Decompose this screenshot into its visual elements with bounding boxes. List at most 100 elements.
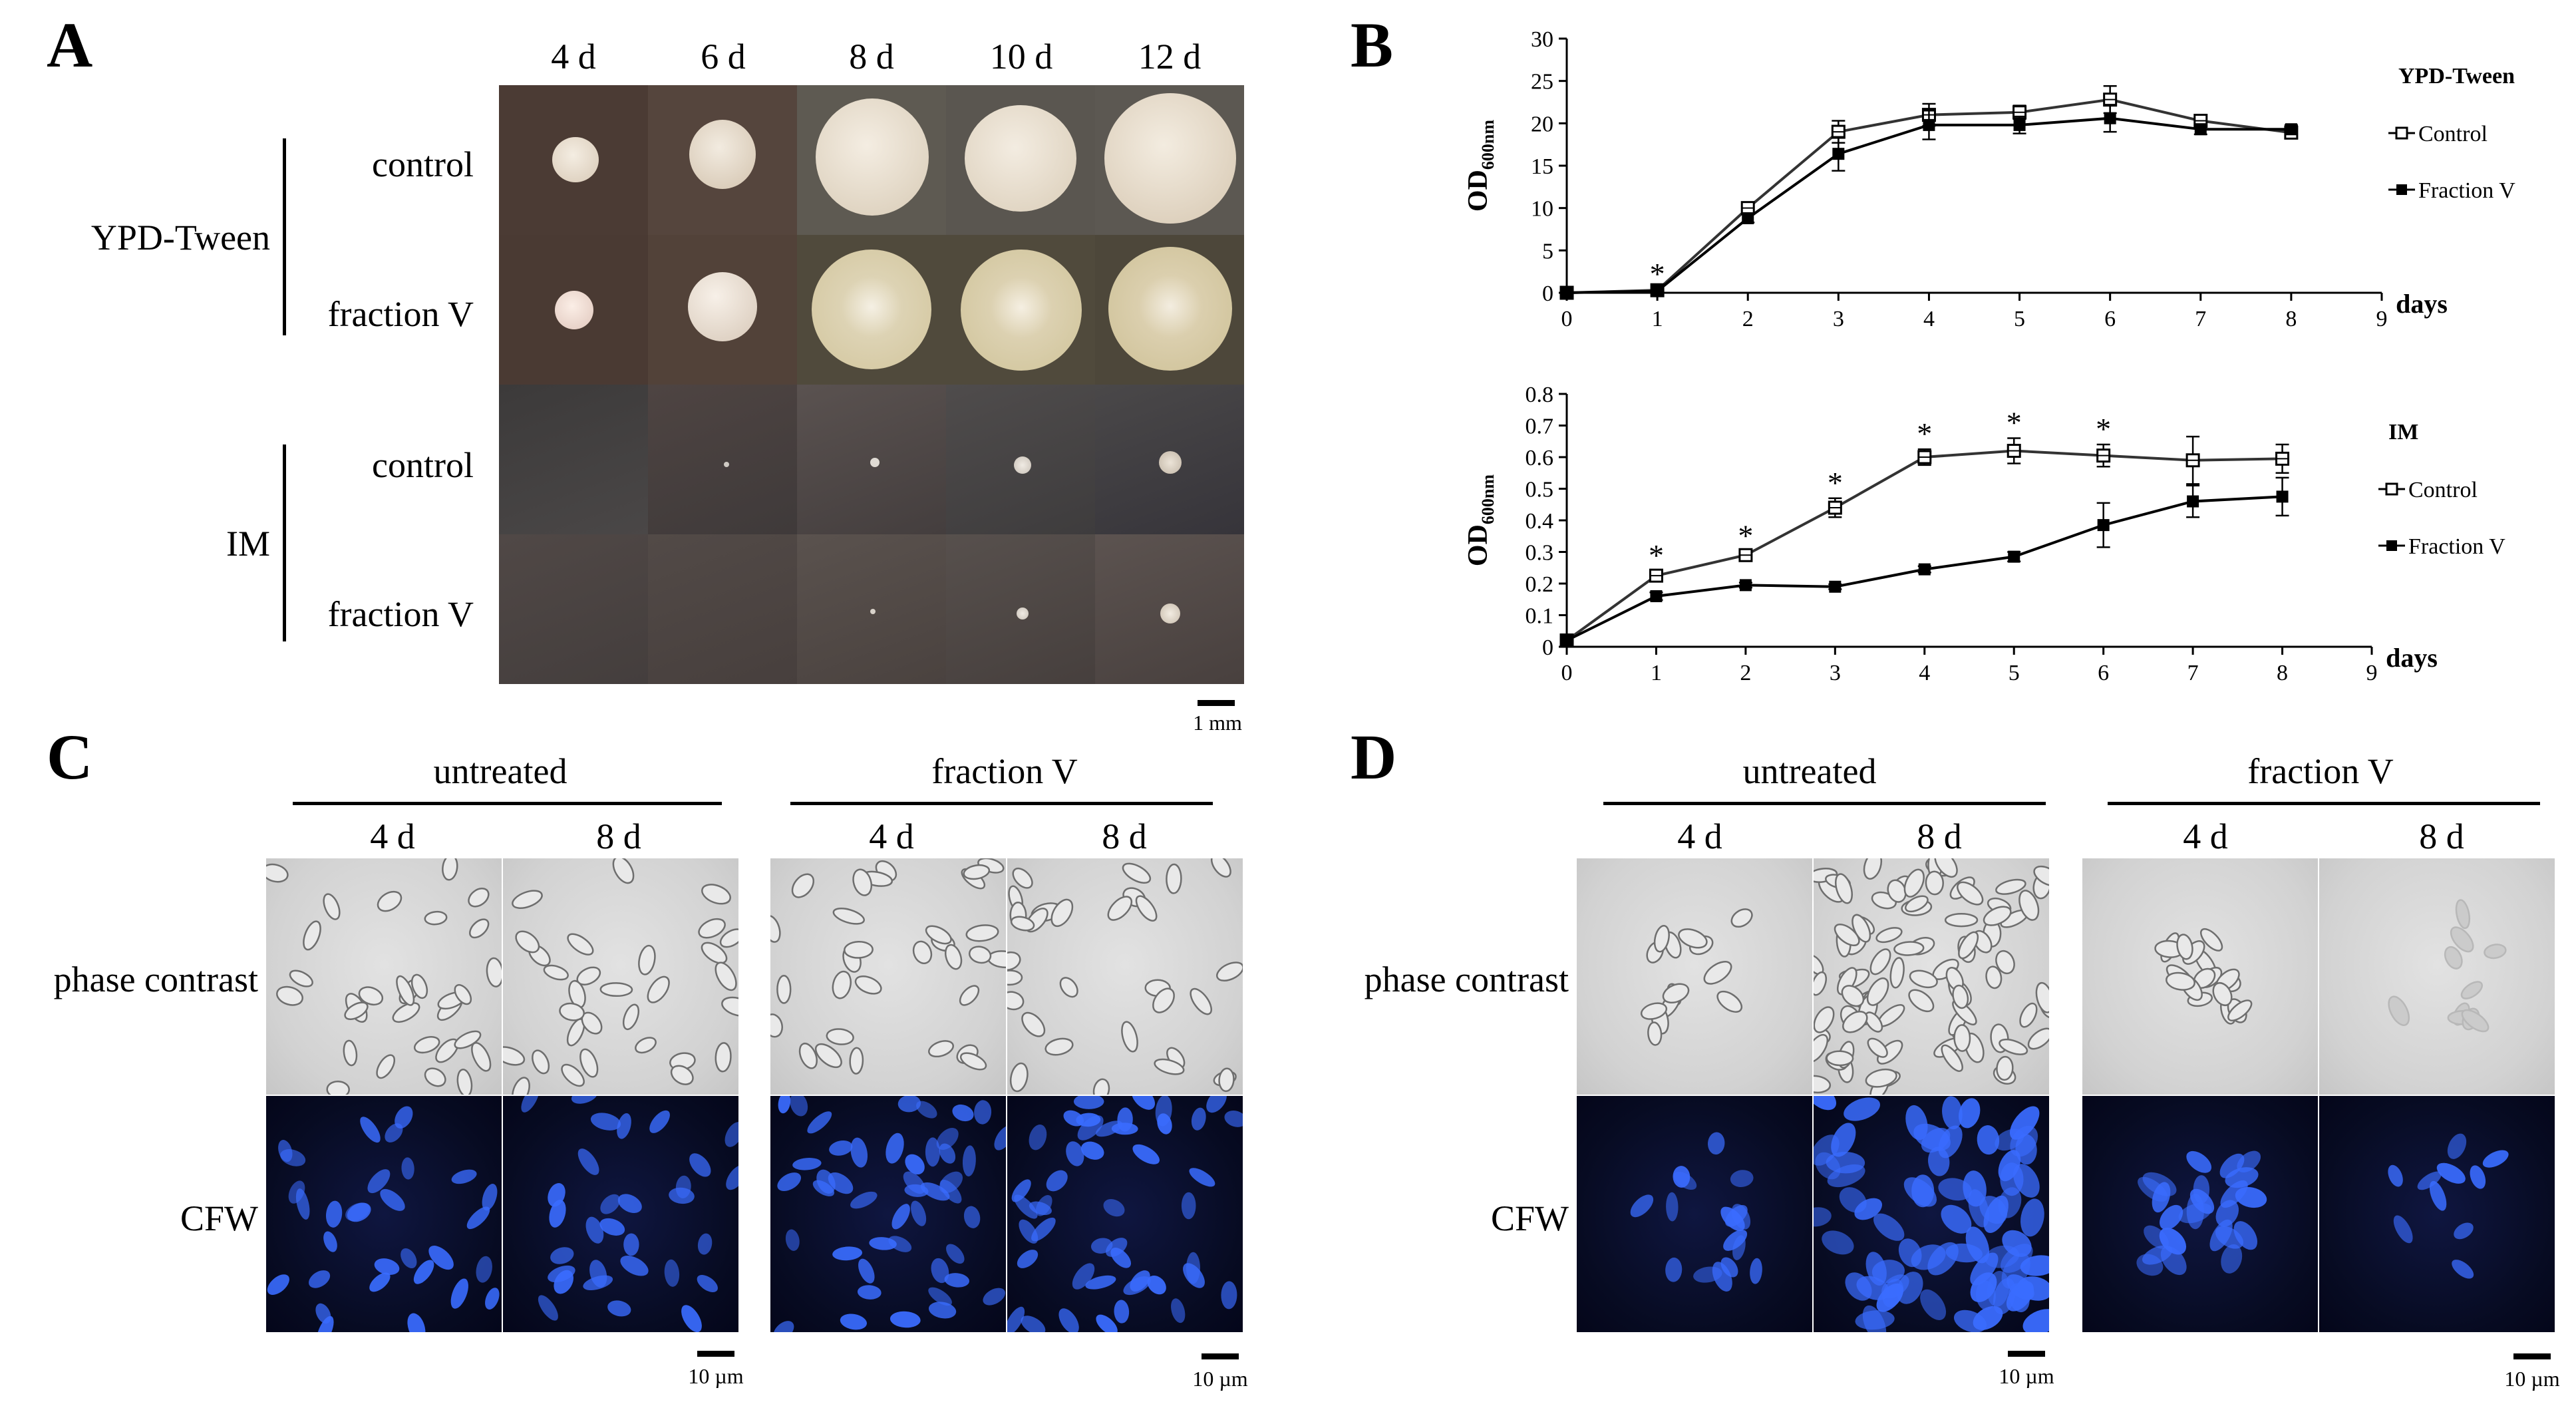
panel-a-col-label: 8 d <box>849 37 894 77</box>
cell-shape <box>886 1133 904 1164</box>
cell-shape <box>1841 985 1865 1007</box>
cell-shape <box>1121 1021 1138 1053</box>
cell-shape <box>1814 1096 1837 1111</box>
significance-marker: * <box>1738 519 1753 553</box>
cell-shape <box>567 933 594 956</box>
cell-shape <box>670 1065 694 1085</box>
cell-shape <box>812 1180 835 1196</box>
cell-shape <box>521 1096 540 1113</box>
cell-shape <box>1903 868 1925 898</box>
cell-shape <box>1132 1144 1160 1164</box>
cell-shape <box>798 1042 818 1069</box>
cell-shape <box>1050 898 1074 928</box>
cell-shape <box>617 1113 631 1139</box>
panel-c-scale-label: 10 µm <box>688 1364 744 1388</box>
legend-marker <box>2386 540 2397 551</box>
micrograph-d-untreated-8d-cfw <box>1814 1096 2049 1332</box>
cell-shape <box>2482 1150 2509 1168</box>
micrograph-texture <box>266 858 502 1095</box>
cell-shape <box>1814 1207 1832 1227</box>
cell-shape <box>889 1311 921 1328</box>
cell-shape <box>471 1042 492 1072</box>
micrograph-texture <box>503 858 738 1095</box>
colony <box>724 462 729 467</box>
cell-shape <box>344 1001 369 1021</box>
cell-shape <box>925 1137 941 1167</box>
cell-shape <box>944 1273 970 1288</box>
cell-shape <box>1666 1192 1679 1222</box>
cell-shape <box>1080 1141 1104 1160</box>
cell-shape <box>1720 1206 1745 1232</box>
panel-a-row-label: control <box>372 445 474 485</box>
cell-shape <box>635 1037 657 1054</box>
cell-shape <box>2212 981 2233 1007</box>
cell-shape <box>325 1200 343 1228</box>
y-tick-label: 0 <box>1542 281 1553 306</box>
cell-shape <box>1958 931 1979 960</box>
x-tick-label: 4 <box>1923 307 1935 331</box>
cell-shape <box>276 985 303 1006</box>
cell-shape <box>888 1236 912 1252</box>
cell-shape <box>442 858 458 881</box>
cell-shape <box>1072 1263 1095 1290</box>
cell-shape <box>1977 1125 2000 1155</box>
cell-shape <box>931 1258 949 1284</box>
micrograph-c-untreated-4d-cfw <box>266 1096 502 1332</box>
cell-shape <box>1814 971 1828 996</box>
x-tick-label: 1 <box>1652 307 1663 331</box>
plate-ypd-control-10d <box>946 85 1095 235</box>
panel-d-letter: D <box>1351 721 1397 792</box>
cell-shape <box>832 970 852 999</box>
micrograph-texture <box>2388 1133 2509 1279</box>
cell-shape <box>1206 1096 1227 1113</box>
plate-ypd-fraction-4d <box>499 235 648 385</box>
cell-shape <box>369 1272 391 1292</box>
panel-a-row-label: control <box>372 144 474 184</box>
cell-shape <box>1938 1125 1963 1158</box>
group-bracket-ypd <box>283 138 286 335</box>
cell-shape <box>1045 1037 1074 1056</box>
micrograph-c-fraction-4d-phase <box>770 858 1006 1095</box>
cell-shape <box>854 975 882 995</box>
panel-c-group-bar <box>790 802 1213 805</box>
cell-shape <box>1814 1135 1840 1166</box>
cell-shape <box>2136 1254 2164 1276</box>
cell-shape <box>2227 999 2253 1021</box>
x-tick-label: 5 <box>2014 307 2025 331</box>
cell-shape <box>1031 1217 1056 1242</box>
cell-shape <box>1834 923 1860 947</box>
cell-shape <box>2450 926 2474 953</box>
cell-shape <box>715 1042 732 1073</box>
plate-ypd-control-6d <box>648 85 797 235</box>
cell-shape <box>360 1117 381 1143</box>
cell-shape <box>374 1258 400 1276</box>
colony <box>555 291 593 329</box>
cell-shape <box>1186 1252 1200 1284</box>
cell-shape <box>2166 971 2195 991</box>
y-tick-label: 0.1 <box>1526 604 1554 629</box>
cell-shape <box>832 907 865 925</box>
y-axis-label: OD600nm <box>1463 120 1498 212</box>
cell-shape <box>928 1040 954 1058</box>
cell-shape <box>454 1030 482 1049</box>
cell-shape <box>407 1313 426 1332</box>
cell-shape <box>1189 1168 1215 1187</box>
cell-shape <box>669 1187 695 1204</box>
cell-shape <box>2429 1180 2447 1211</box>
cell-shape <box>2017 1276 2049 1301</box>
cell-shape <box>2215 1200 2239 1227</box>
cell-shape <box>983 1288 1005 1306</box>
cell-shape <box>726 1164 738 1190</box>
cell-shape <box>367 1169 391 1194</box>
cell-shape <box>1154 1058 1185 1075</box>
panel-c-col-label: 4 d <box>370 816 415 856</box>
colony <box>1017 608 1029 619</box>
data-point <box>2013 118 2026 131</box>
x-tick-label: 3 <box>1830 661 1841 685</box>
micrograph-texture <box>1640 908 1753 1046</box>
cell-shape <box>1927 1242 1959 1276</box>
cell-shape <box>1998 1187 2022 1218</box>
y-tick-label: 0 <box>1542 635 1553 660</box>
cell-shape <box>1842 1011 1868 1033</box>
cell-shape <box>1959 1098 1981 1129</box>
